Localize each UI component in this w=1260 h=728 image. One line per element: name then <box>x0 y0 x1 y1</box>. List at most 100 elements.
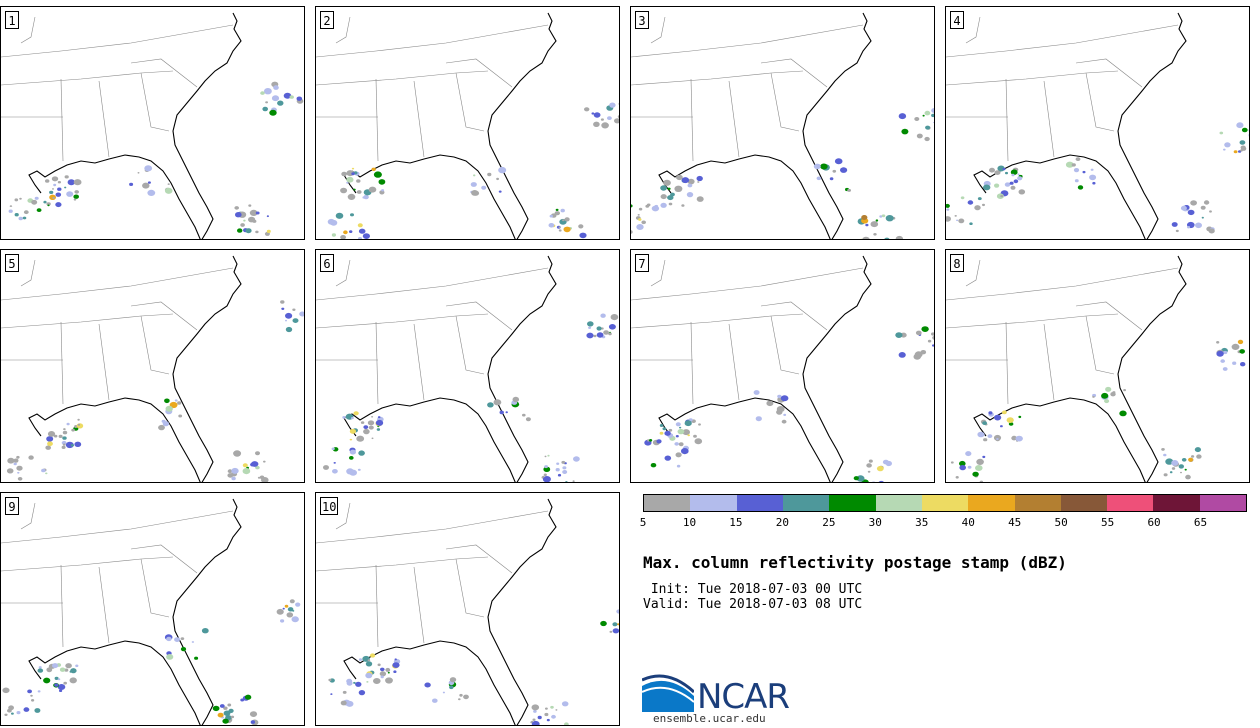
echo-cell <box>269 109 277 116</box>
member-panel-1: 1 <box>0 6 305 240</box>
member-panel-3: 3 <box>630 6 935 240</box>
colorbar-tick-label: 65 <box>1193 516 1208 529</box>
reflectivity-map <box>1 12 304 239</box>
echo-cell <box>449 677 457 683</box>
echo-cell <box>1011 173 1015 177</box>
echo-cell <box>562 219 565 222</box>
echo-cell <box>13 458 19 463</box>
echo-cell <box>871 481 876 482</box>
echo-cell <box>496 177 499 181</box>
echo-cell <box>1161 448 1165 451</box>
echo-cell <box>1223 148 1226 151</box>
echo-cell <box>51 176 59 182</box>
echo-cell <box>1231 343 1240 350</box>
echo-cell <box>678 442 684 447</box>
echo-cell <box>847 188 851 192</box>
echo-cell <box>323 465 329 470</box>
echo-cell <box>223 710 231 716</box>
echo-cell <box>866 463 872 468</box>
state-boundary <box>130 544 198 574</box>
echo-cell <box>37 668 44 673</box>
echo-cell <box>7 457 15 464</box>
member-number-label: 1 <box>5 11 19 29</box>
echo-cell <box>351 417 354 420</box>
echo-cell <box>916 133 923 139</box>
echo-cell <box>257 476 261 479</box>
echo-cell <box>358 228 366 234</box>
echo-cell <box>242 463 248 468</box>
echo-cell <box>967 200 974 205</box>
echo-cell <box>650 463 657 468</box>
echo-cell <box>667 187 671 190</box>
coastline <box>28 640 201 725</box>
echo-cell <box>578 224 584 229</box>
echo-cell <box>813 163 821 170</box>
colorbar-tick-label: 35 <box>915 516 929 529</box>
echo-cell <box>542 475 545 478</box>
echo-cell <box>562 466 567 470</box>
state-boundary <box>650 259 666 287</box>
echo-cell <box>977 197 982 201</box>
state-boundary <box>130 301 198 331</box>
echo-cell <box>1185 474 1191 480</box>
echo-cell <box>531 704 540 711</box>
echo-cell <box>914 353 922 359</box>
echo-cell <box>73 198 77 201</box>
echo-cell <box>74 190 79 194</box>
echo-cell <box>544 455 547 458</box>
echo-cell <box>191 641 195 643</box>
echo-cell <box>442 691 445 694</box>
echo-cell <box>1002 167 1006 171</box>
echo-cell <box>34 196 39 200</box>
coastline <box>1117 12 1187 239</box>
echo-cell <box>166 654 174 660</box>
echo-cell <box>780 395 789 402</box>
colorbar-segment <box>1199 495 1247 511</box>
coastline <box>172 255 242 482</box>
echo-cell <box>333 462 336 464</box>
echo-cell <box>950 461 954 464</box>
echo-cell <box>351 172 355 176</box>
echo-cell <box>560 208 565 213</box>
echo-cell <box>512 396 520 403</box>
echo-cell <box>262 106 269 112</box>
echo-cell <box>901 128 909 135</box>
echo-cell <box>77 423 81 426</box>
echo-cell <box>31 699 35 702</box>
echo-cell <box>600 118 604 121</box>
echo-cell <box>766 400 774 407</box>
echo-cell <box>1216 350 1224 357</box>
echo-cell <box>6 468 14 474</box>
echo-cell <box>676 464 681 468</box>
echo-cell <box>859 482 862 483</box>
reflectivity-colorbar <box>643 494 1247 512</box>
colorbar-segment <box>1014 495 1061 511</box>
member-panel-7: 7 <box>630 249 935 483</box>
echo-cell <box>1191 455 1195 458</box>
echo-cell <box>664 430 671 436</box>
ncar-logo-text: NCAR <box>697 677 790 717</box>
state-boundary <box>1085 315 1115 375</box>
echo-cell <box>358 690 366 696</box>
echo-cell <box>1187 209 1195 216</box>
echo-cell <box>922 114 925 117</box>
echo-cell <box>1104 399 1110 404</box>
echo-cell <box>1208 228 1215 234</box>
echo-cell <box>355 681 362 687</box>
echo-cell <box>1195 222 1202 229</box>
echo-cell <box>675 452 682 458</box>
state-boundary <box>60 321 64 405</box>
echo-cell <box>1171 467 1176 470</box>
state-boundary <box>946 313 1119 329</box>
coastline <box>487 498 557 725</box>
echo-cell <box>878 480 884 482</box>
echo-cell <box>380 667 385 672</box>
echo-cell <box>989 167 995 173</box>
echo-cell <box>677 428 685 435</box>
echo-cell <box>331 447 335 451</box>
echo-cell <box>531 720 540 725</box>
state-boundary <box>445 301 513 331</box>
echo-cell <box>1240 145 1246 150</box>
state-boundary <box>946 24 1179 58</box>
echo-cell <box>8 705 14 711</box>
